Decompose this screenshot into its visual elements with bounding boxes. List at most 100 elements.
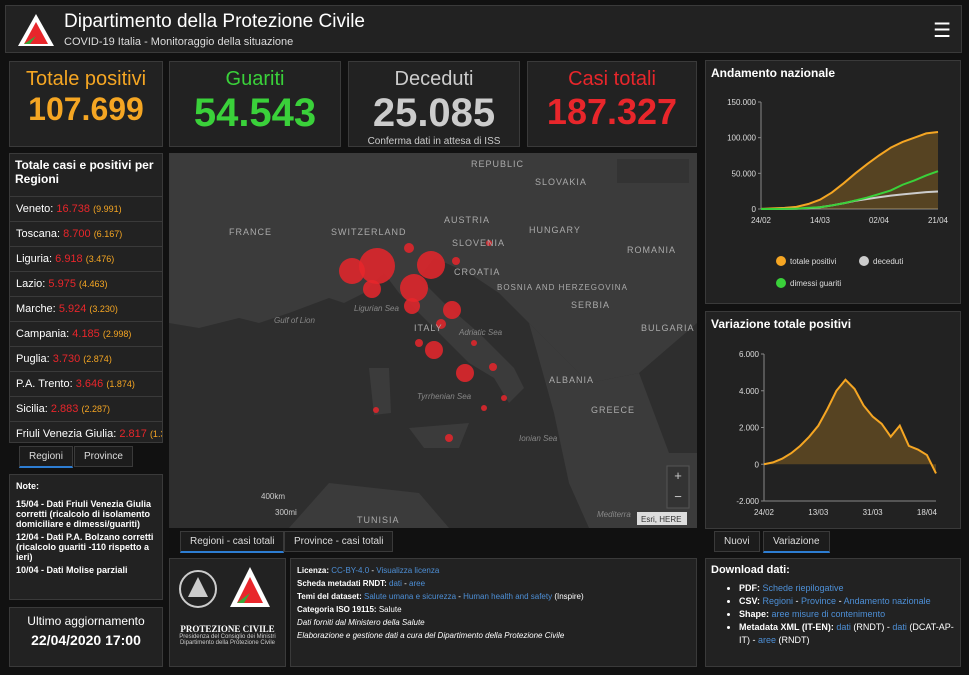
region-name: Veneto: [16,203,54,215]
region-name: Marche: [16,303,56,315]
region-cases: 6.918 [55,253,83,265]
link[interactable]: Province [801,596,837,606]
x-tick-label: 24/02 [754,508,775,517]
link[interactable]: Salute umana e sicurezza [363,592,457,601]
zoom-box [666,465,690,509]
text: CSV: [739,596,763,606]
license-line: Temi del dataset: Salute umana e sicurez… [297,590,690,603]
map-label: SERBIA [571,300,610,310]
regions-title: Totale casi e positivi per Regioni [10,154,162,197]
tab[interactable]: Regioni [19,446,73,468]
text: Elaborazione e gestione dati a cura del … [297,631,565,640]
map-label: ROMANIA [627,245,676,255]
tab[interactable]: Variazione [763,531,830,553]
sea-label: Ionian Sea [519,434,558,443]
text: Scheda metadati RNDT: [297,579,390,588]
link[interactable]: dati [389,579,402,588]
text: - [401,579,410,588]
kpi-label: Totale positivi [25,68,147,90]
y-tick-label: 6.000 [739,350,760,359]
region-row: Lazio: 5.975 (4.463) [10,272,162,297]
region-row: P.A. Trento: 3.646 (1.874) [10,372,162,397]
map-label: ALBANIA [549,375,594,385]
chart-title: Variazione totale positivi [711,317,851,331]
download-title: Download dati: [711,564,790,576]
kpi-label: Guariti [225,68,285,90]
logo-name: PROTEZIONE CIVILE [180,624,275,634]
download-item: PDF: Schede riepilogative [739,582,955,595]
link[interactable]: Human health and safety [463,592,553,601]
link[interactable]: Visualizza licenza [376,566,440,575]
map-label: TUNISIA [357,515,400,525]
tab[interactable]: Nuovi [714,531,760,552]
subtitle: COVID-19 Italia - Monitoraggio della sit… [64,36,294,48]
text: (RNDT) [776,635,810,645]
region-row: Toscana: 8.700 (6.167) [10,222,162,247]
line [761,170,939,210]
line [763,378,937,474]
region-positives: (2.998) [102,329,132,339]
legend-label: totale positivi [790,257,836,266]
logos [179,567,270,608]
sicily [409,423,469,448]
link[interactable]: Regioni [762,596,794,606]
chart: Andamento nazionale 0 50.000 100.000 150.000… [711,66,949,288]
link[interactable]: Andamento nazionale [843,596,931,606]
zoom-out[interactable]: − [674,489,682,504]
line [760,130,939,210]
region-row: Friuli Venezia Giulia: 2.817 (1.308) [10,422,162,442]
map-tools[interactable] [617,159,689,183]
link[interactable]: dati [836,622,851,632]
text: Shape: [739,609,772,619]
download-panel: Download dati: PDF: Schede riepilogative… [705,558,961,667]
link[interactable]: aree [409,579,426,588]
link[interactable]: aree misure di contenimento [771,609,886,619]
license-line: Categoria ISO 19115: Salute [297,603,690,616]
region-name: Sicilia: [16,403,48,415]
link[interactable]: Schede riepilogative [762,583,844,593]
tab[interactable]: Province - casi totali [284,531,394,552]
area [764,379,936,474]
map-label: SWITZERLAND [331,227,407,237]
attribution-box [637,512,687,525]
kpi-value: 25.085 [372,91,496,135]
tab[interactable]: Regioni - casi totali [180,531,285,553]
kpi-label: Deceduti [394,68,474,90]
region-cases: 2.817 [119,428,147,440]
region-positives: (3.230) [89,304,118,314]
license-line: Scheda metadati RNDT: dati - aree [297,577,690,590]
region-positives: (4.463) [79,279,108,289]
region-cases: 16.738 [56,203,91,215]
link[interactable]: dati [892,622,907,632]
x-tick-label: 24/02 [751,216,772,225]
chart-panel: Andamento nazionale 0 50.000 100.000 150.000… [705,60,961,304]
bubbles [339,240,507,442]
text: Licenza: [297,566,332,575]
text: Salute [378,605,402,614]
land [529,323,697,528]
y-tick-label: 0 [755,460,760,469]
text: Metadata XML (IT-EN): [739,622,837,632]
updated-value: 22/04/2020 17:00 [31,632,141,648]
sea-label: Ligurian Sea [354,304,399,313]
kpi-positivi: Totale positivi 107.699 [9,61,163,147]
text: - [456,592,464,601]
legend-label: deceduti [873,257,903,266]
region-name: Campania: [16,328,70,340]
x-tick-label: 31/03 [863,508,884,517]
link[interactable]: CC-BY-4.0 [331,566,370,575]
map-label: BULGARIA [641,323,695,333]
menu-button[interactable]: ☰ [933,20,951,42]
africa [289,483,449,528]
sea-label: Tyrrhenian Sea [417,392,472,401]
chart-title: Andamento nazionale [711,66,835,80]
link[interactable]: aree [758,635,777,645]
region-cases: 5.975 [48,278,76,290]
region-name: Toscana: [16,228,61,240]
region-positives: (2.874) [83,354,112,364]
text: PDF: [739,583,763,593]
tab[interactable]: Province [74,446,133,467]
note: 12/04 - Dati P.A. Bolzano corretti (rica… [16,532,154,562]
zoom-in[interactable]: + [674,468,682,483]
legend-swatch [859,256,869,266]
